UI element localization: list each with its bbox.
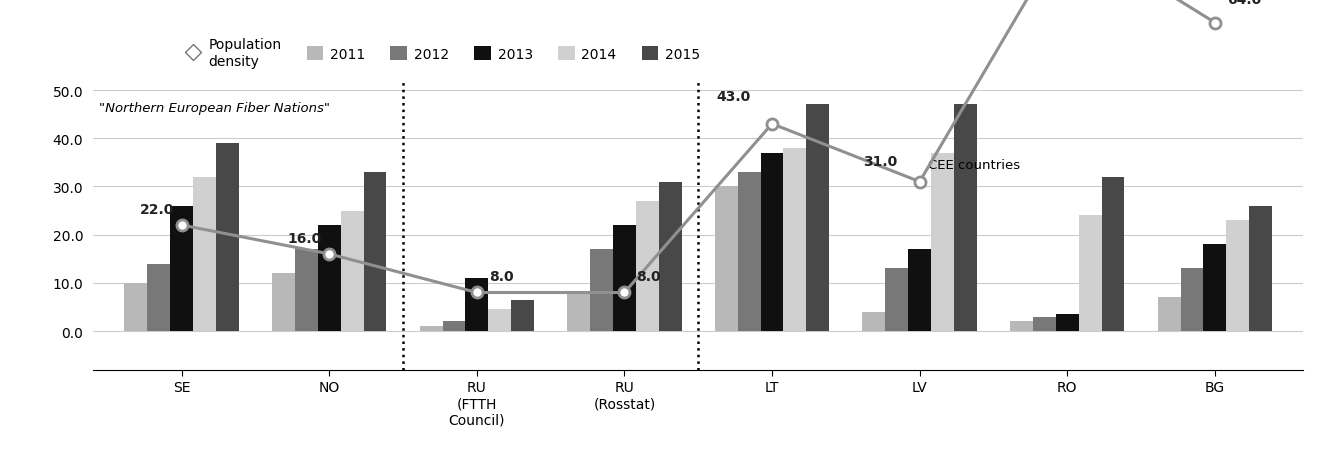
Bar [148, 264, 170, 331]
Bar [1033, 317, 1056, 331]
Text: CEE countries: CEE countries [928, 159, 1020, 172]
Bar [1157, 298, 1181, 331]
Text: 31.0: 31.0 [863, 154, 898, 168]
Bar [1079, 216, 1101, 331]
Bar [591, 249, 613, 331]
Bar [908, 249, 931, 331]
Bar [125, 283, 148, 331]
Bar [658, 182, 682, 331]
Bar [613, 226, 636, 331]
Bar [1181, 269, 1204, 331]
Text: 64.0: 64.0 [1226, 0, 1261, 7]
Bar [886, 269, 908, 331]
Bar [443, 322, 466, 331]
Bar [1249, 206, 1271, 331]
Bar [273, 274, 295, 331]
Bar [363, 173, 387, 331]
Bar [488, 310, 511, 331]
Bar [318, 226, 340, 331]
Bar [215, 144, 239, 331]
Text: 22.0: 22.0 [141, 202, 174, 216]
Bar [636, 202, 658, 331]
Bar [714, 187, 738, 331]
Legend: Population
density, 2011, 2012, 2013, 2014, 2015: Population density, 2011, 2012, 2013, 20… [185, 38, 701, 69]
Bar [806, 105, 829, 331]
Text: 8.0: 8.0 [488, 270, 513, 284]
Bar [568, 293, 591, 331]
Bar [420, 327, 443, 331]
Bar [1204, 245, 1226, 331]
Bar [1056, 314, 1079, 331]
Bar [465, 278, 488, 331]
Text: 43.0: 43.0 [716, 89, 750, 103]
Bar [1101, 177, 1124, 331]
Bar [193, 177, 215, 331]
Text: 16.0: 16.0 [287, 231, 322, 245]
Text: 8.0: 8.0 [636, 270, 661, 284]
Bar [954, 105, 976, 331]
Bar [761, 153, 783, 331]
Bar [783, 148, 806, 331]
Bar [1009, 322, 1033, 331]
Bar [862, 312, 886, 331]
Bar [511, 300, 535, 331]
Bar [295, 249, 318, 331]
Bar [931, 153, 954, 331]
Bar [340, 211, 363, 331]
Bar [170, 206, 193, 331]
Bar [1226, 221, 1249, 331]
Bar [738, 173, 761, 331]
Text: "Northern European Fiber Nations": "Northern European Fiber Nations" [100, 101, 330, 115]
